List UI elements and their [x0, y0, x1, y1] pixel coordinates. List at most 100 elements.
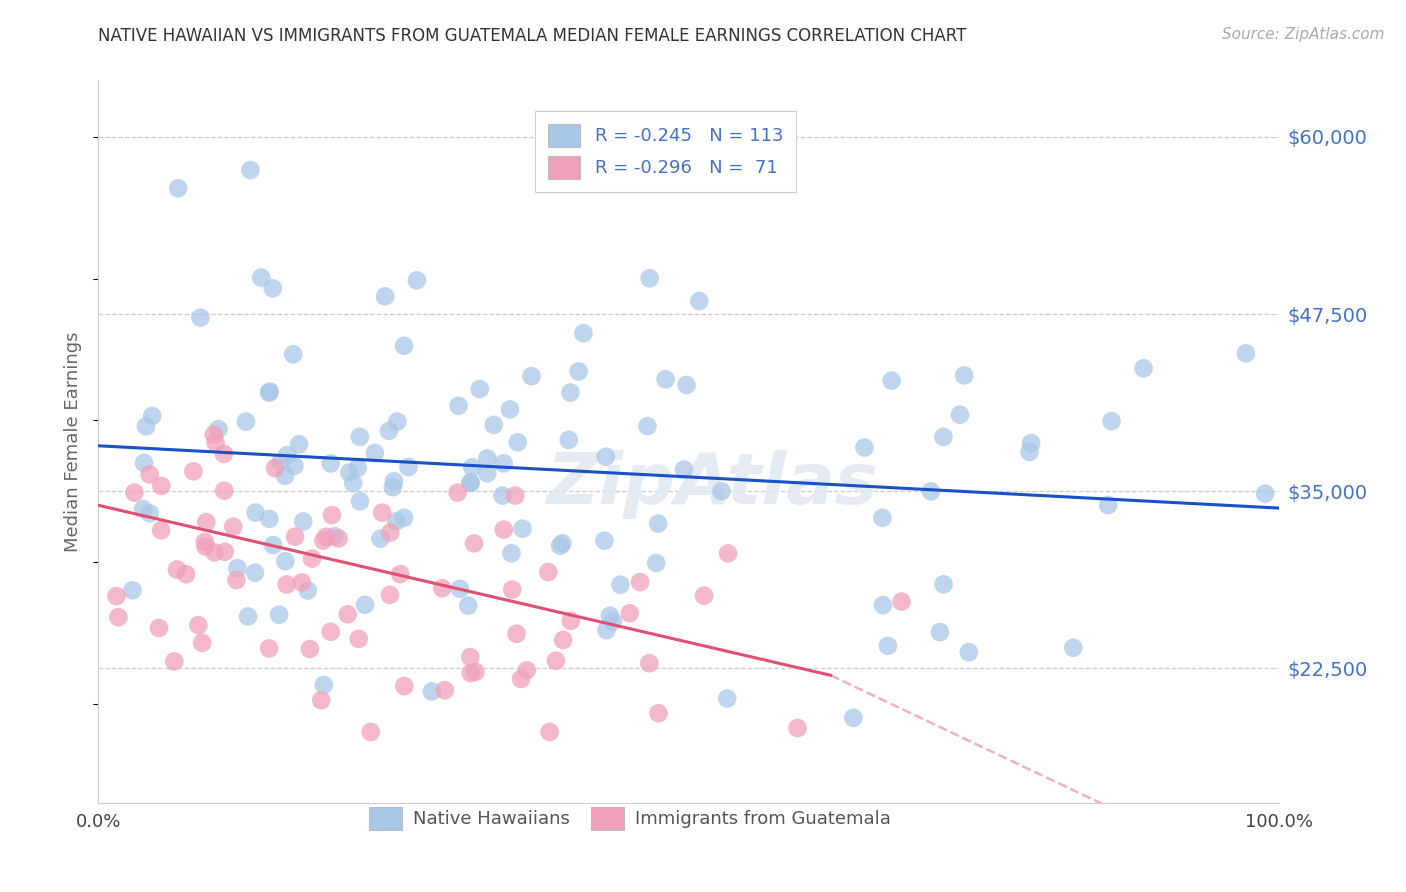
Point	[872, 510, 894, 524]
Point	[276, 577, 298, 591]
Point	[638, 656, 661, 670]
Point	[378, 588, 401, 602]
Point	[328, 532, 350, 546]
Point	[323, 529, 346, 543]
Point	[382, 475, 405, 489]
Point	[371, 506, 394, 520]
Point	[510, 672, 533, 686]
Point	[538, 725, 561, 739]
Point	[449, 582, 471, 596]
Point	[949, 408, 972, 422]
Point	[380, 525, 402, 540]
Point	[132, 502, 155, 516]
Point	[283, 347, 305, 361]
Point	[141, 409, 163, 423]
Point	[274, 468, 297, 483]
Point	[194, 535, 217, 549]
Point	[786, 721, 808, 735]
Point	[460, 666, 482, 681]
Point	[392, 339, 415, 353]
Point	[312, 533, 335, 548]
Point	[647, 706, 669, 721]
Point	[349, 494, 371, 508]
Point	[551, 633, 574, 648]
Point	[477, 467, 499, 481]
Point	[204, 545, 226, 559]
Point	[920, 484, 942, 499]
Point	[259, 512, 281, 526]
Point	[349, 430, 371, 444]
Point	[716, 691, 738, 706]
Point	[312, 678, 335, 692]
Point	[853, 441, 876, 455]
Point	[262, 281, 284, 295]
Point	[872, 598, 894, 612]
Point	[516, 663, 538, 677]
Point	[389, 567, 412, 582]
Point	[464, 665, 486, 679]
Point	[225, 573, 247, 587]
Point	[194, 540, 217, 554]
Point	[347, 632, 370, 646]
Point	[654, 372, 676, 386]
Point	[284, 530, 307, 544]
Point	[190, 310, 212, 325]
Point	[638, 271, 661, 285]
Point	[214, 545, 236, 559]
Point	[520, 369, 543, 384]
Point	[693, 589, 716, 603]
Point	[1234, 346, 1257, 360]
Point	[139, 507, 162, 521]
Point	[842, 711, 865, 725]
Point	[537, 565, 560, 579]
Point	[461, 460, 484, 475]
Point	[236, 609, 259, 624]
Point	[501, 546, 523, 560]
Text: NATIVE HAWAIIAN VS IMMIGRANTS FROM GUATEMALA MEDIAN FEMALE EARNINGS CORRELATION : NATIVE HAWAIIAN VS IMMIGRANTS FROM GUATE…	[98, 27, 967, 45]
Legend: Native Hawaiians, Immigrants from Guatemala: Native Hawaiians, Immigrants from Guatem…	[363, 799, 897, 837]
Point	[336, 607, 359, 622]
Point	[710, 484, 733, 499]
Point	[183, 464, 205, 478]
Point	[609, 578, 631, 592]
Point	[506, 435, 529, 450]
Point	[460, 475, 482, 490]
Point	[447, 485, 470, 500]
Point	[370, 532, 392, 546]
Point	[135, 419, 157, 434]
Point	[572, 326, 595, 341]
Point	[138, 467, 160, 482]
Point	[212, 447, 235, 461]
Point	[932, 577, 955, 591]
Point	[207, 422, 229, 436]
Point	[468, 382, 491, 396]
Point	[460, 650, 482, 665]
Point	[499, 402, 522, 417]
Point	[124, 485, 146, 500]
Point	[957, 645, 980, 659]
Point	[191, 636, 214, 650]
Point	[548, 539, 571, 553]
Point	[1019, 436, 1042, 450]
Y-axis label: Median Female Earnings: Median Female Earnings	[65, 331, 83, 552]
Point	[398, 460, 420, 475]
Text: ZipAtlas: ZipAtlas	[547, 450, 879, 519]
Point	[342, 476, 364, 491]
Point	[250, 270, 273, 285]
Point	[292, 515, 315, 529]
Point	[647, 516, 669, 531]
Point	[378, 424, 401, 438]
Text: Source: ZipAtlas.com: Source: ZipAtlas.com	[1222, 27, 1385, 42]
Point	[291, 575, 314, 590]
Point	[121, 583, 143, 598]
Point	[167, 181, 190, 195]
Point	[374, 289, 396, 303]
Point	[457, 599, 479, 613]
Point	[274, 554, 297, 568]
Point	[337, 466, 360, 480]
Point	[619, 607, 641, 621]
Point	[432, 581, 454, 595]
Point	[264, 461, 287, 475]
Point	[568, 364, 591, 378]
Point	[394, 679, 416, 693]
